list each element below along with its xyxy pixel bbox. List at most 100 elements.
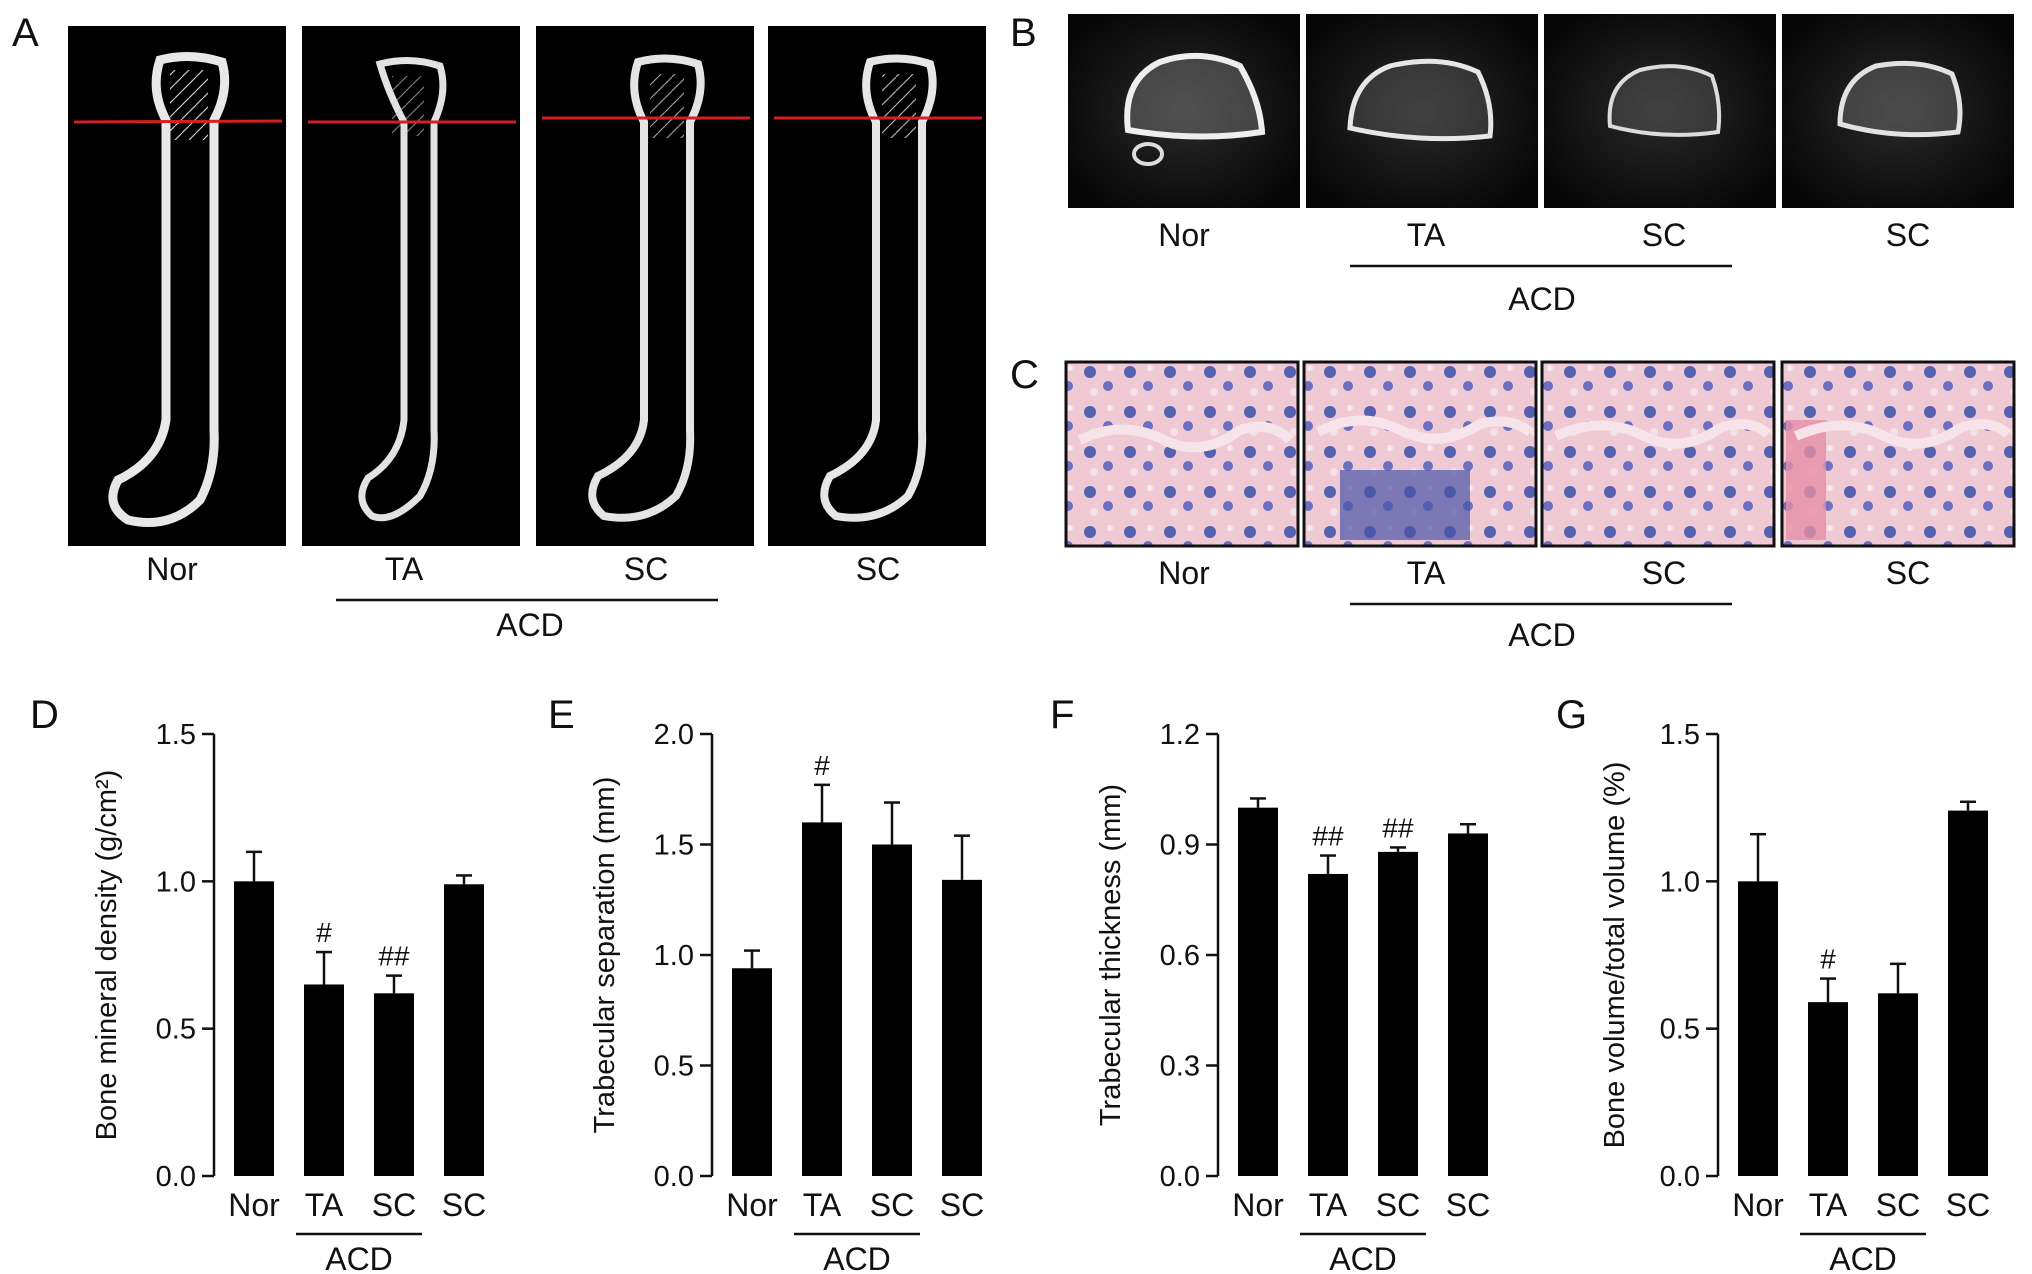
ct-cross-section-ta	[1306, 14, 1538, 208]
panel-a-label-1: Nor	[146, 551, 198, 587]
panel-letter-d: D	[30, 693, 59, 737]
panel-letter-f: F	[1050, 693, 1074, 737]
x-tick-label-g-0: Nor	[1732, 1187, 1784, 1223]
panel-a-label-2: TA	[385, 551, 424, 587]
x-tick-label-e-2: SC	[870, 1187, 914, 1223]
panel-letter-b: B	[1010, 11, 1037, 55]
x-tick-label-d-0: Nor	[228, 1187, 280, 1223]
y-tick-label-e-1: 0.5	[654, 1051, 694, 1083]
x-tick-label-g-2: SC	[1876, 1187, 1920, 1223]
ct-cross-section-nor	[1068, 14, 1300, 208]
y-axis-label-f: Trabecular thickness (mm)	[1095, 784, 1127, 1126]
bar-d-0	[234, 881, 274, 1176]
y-axis-label-d: Bone mineral density (g/cm²)	[91, 770, 123, 1141]
ct-femur-image-ta	[302, 26, 520, 546]
bar-d-1	[304, 984, 344, 1176]
panel-c-images	[1064, 360, 2016, 548]
ct-femur-image-nor	[68, 26, 286, 546]
significance-f-2: ##	[1382, 812, 1414, 843]
x-tick-label-g-1: TA	[1809, 1187, 1848, 1223]
y-tick-label-d-0: 0.0	[156, 1161, 196, 1193]
y-tick-label-f-4: 1.2	[1160, 719, 1200, 751]
chart-d: D 0.0 0.5 1.0 1.5 Bone mineral density (g/cm²…	[30, 693, 486, 1274]
panel-b-label-1: Nor	[1158, 217, 1210, 253]
x-tick-label-e-3: SC	[940, 1187, 984, 1223]
chart-g: G 0.0 0.5 1.0 1.5 Bone volume/total volume (%…	[1556, 693, 1990, 1274]
y-tick-label-f-2: 0.6	[1160, 940, 1200, 972]
histology-image-ta	[1302, 360, 1538, 548]
x-tick-label-d-3: SC	[442, 1187, 486, 1223]
y-tick-label-f-0: 0.0	[1160, 1161, 1200, 1193]
histology-image-sc-1	[1540, 360, 1776, 548]
ct-cross-section-sc-2	[1782, 14, 2014, 208]
bar-e-1	[802, 822, 842, 1176]
y-tick-label-e-2: 1.0	[654, 940, 694, 972]
x-tick-label-f-0: Nor	[1232, 1187, 1284, 1223]
bar-f-1	[1308, 873, 1348, 1176]
group-label-e: ACD	[823, 1241, 891, 1274]
panel-b-images	[1068, 14, 2014, 208]
panel-b-group-label: ACD	[1508, 281, 1576, 317]
panel-c-label-1: Nor	[1158, 555, 1210, 591]
bar-g-3	[1948, 810, 1988, 1176]
panel-b-label-4: SC	[1886, 217, 1930, 253]
panel-b-label-2: TA	[1407, 217, 1446, 253]
group-label-f: ACD	[1329, 1241, 1397, 1274]
bar-charts: D 0.0 0.5 1.0 1.5 Bone mineral density (g/cm²…	[30, 693, 1990, 1274]
bar-g-1	[1808, 1002, 1848, 1176]
y-tick-label-g-3: 1.5	[1660, 719, 1700, 751]
panel-c-label-2: TA	[1407, 555, 1446, 591]
y-tick-label-f-1: 0.3	[1160, 1051, 1200, 1083]
bar-g-2	[1878, 993, 1918, 1176]
panel-a-images	[68, 26, 986, 546]
significance-f-1: ##	[1312, 821, 1344, 852]
y-tick-label-d-2: 1.0	[156, 866, 196, 898]
panel-b-label-3: SC	[1642, 217, 1686, 253]
y-tick-label-e-0: 0.0	[654, 1161, 694, 1193]
y-tick-label-d-1: 0.5	[156, 1014, 196, 1046]
x-tick-label-e-0: Nor	[726, 1187, 778, 1223]
y-tick-label-f-3: 0.9	[1160, 830, 1200, 862]
bar-f-0	[1238, 807, 1278, 1176]
y-axis-label-e: Trabecular separation (mm)	[589, 777, 621, 1134]
bar-e-0	[732, 968, 772, 1176]
y-tick-label-d-3: 1.5	[156, 719, 196, 751]
y-tick-label-e-3: 1.5	[654, 830, 694, 862]
panel-c-label-4: SC	[1886, 555, 1930, 591]
x-tick-label-f-1: TA	[1309, 1187, 1348, 1223]
group-label-d: ACD	[325, 1241, 393, 1274]
bar-f-2	[1378, 851, 1418, 1176]
panel-letter-e: E	[548, 693, 575, 737]
histology-image-nor	[1064, 360, 1300, 548]
x-tick-label-f-2: SC	[1376, 1187, 1420, 1223]
chart-e: E 0.0 0.5 1.0 1.5 2.0 Trabecular separation (m…	[548, 693, 984, 1274]
group-label-g: ACD	[1829, 1241, 1897, 1274]
panel-a-group-label: ACD	[496, 607, 564, 643]
panel-letter-a: A	[12, 11, 39, 55]
x-tick-label-d-1: TA	[305, 1187, 344, 1223]
ct-femur-image-sc-1	[536, 26, 754, 546]
x-tick-label-d-2: SC	[372, 1187, 416, 1223]
bar-d-3	[444, 884, 484, 1176]
chart-f: F 0.0 0.3 0.6 0.9 1.2 Trabecular thickness (mm…	[1050, 693, 1490, 1274]
ct-cross-section-sc-1	[1544, 14, 1776, 208]
panel-c-label-3: SC	[1642, 555, 1686, 591]
x-tick-label-f-3: SC	[1446, 1187, 1490, 1223]
panel-a-label-4: SC	[856, 551, 900, 587]
panel-a-label-3: SC	[624, 551, 668, 587]
panel-letter-c: C	[1010, 353, 1039, 397]
panel-letter-g: G	[1556, 693, 1587, 737]
y-tick-label-g-0: 0.0	[1660, 1161, 1700, 1193]
bar-g-0	[1738, 881, 1778, 1176]
bar-d-2	[374, 993, 414, 1176]
y-tick-label-g-2: 1.0	[1660, 866, 1700, 898]
x-tick-label-e-1: TA	[803, 1187, 842, 1223]
bar-f-3	[1448, 833, 1488, 1176]
histology-image-sc-2	[1780, 360, 2016, 548]
x-tick-label-g-3: SC	[1946, 1187, 1990, 1223]
ct-femur-image-sc-2	[768, 26, 986, 546]
significance-e-1: #	[814, 750, 830, 781]
panel-c-group-label: ACD	[1508, 617, 1576, 653]
significance-d-2: ##	[378, 941, 410, 972]
